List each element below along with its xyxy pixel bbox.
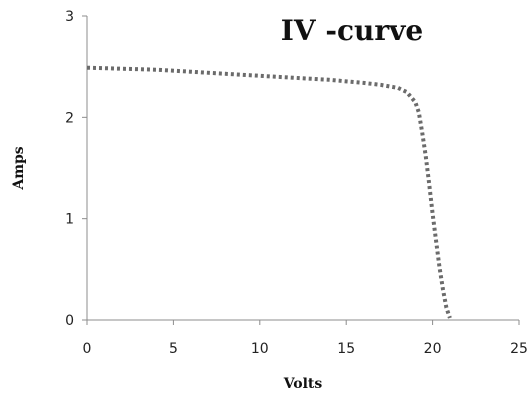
x-tick-label: 15 — [337, 341, 355, 357]
y-tick-label: 2 — [65, 110, 74, 126]
tick-labels: 0 5 10 15 20 25 0 1 2 3 — [65, 9, 528, 357]
x-tick-label: 10 — [251, 341, 269, 357]
x-tick-label: 20 — [424, 341, 442, 357]
y-axis-title: Amps — [11, 146, 27, 190]
x-tick-label: 25 — [510, 341, 528, 357]
plot-area — [86, 65, 452, 319]
y-tick-label: 0 — [65, 313, 74, 329]
y-tick-label: 3 — [65, 9, 74, 25]
chart-title: IV -curve — [281, 14, 423, 47]
x-tick-label: 5 — [169, 341, 178, 357]
axes — [86, 16, 519, 321]
y-tick-label: 1 — [65, 212, 74, 228]
series-line-0 — [86, 65, 452, 319]
x-tick-label: 0 — [83, 341, 92, 357]
tick-marks — [82, 15, 520, 325]
x-axis-title: Volts — [283, 376, 323, 392]
